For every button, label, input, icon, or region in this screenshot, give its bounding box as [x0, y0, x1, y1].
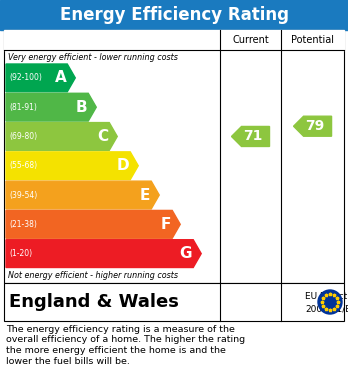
Polygon shape: [294, 116, 332, 136]
Text: C: C: [97, 129, 108, 144]
Text: 71: 71: [243, 129, 262, 143]
Bar: [4, 30, 344, 50]
Text: (81-91): (81-91): [9, 103, 37, 112]
Polygon shape: [6, 210, 180, 238]
Text: F: F: [161, 217, 171, 232]
Polygon shape: [6, 93, 96, 121]
Polygon shape: [6, 152, 138, 179]
Text: (1-20): (1-20): [9, 249, 32, 258]
Text: EU Directive: EU Directive: [305, 292, 348, 301]
Text: D: D: [117, 158, 129, 173]
Circle shape: [318, 290, 342, 314]
Text: 79: 79: [305, 119, 324, 133]
Text: G: G: [180, 246, 192, 261]
Text: (55-68): (55-68): [9, 161, 37, 170]
Text: the more energy efficient the home is and the: the more energy efficient the home is an…: [6, 346, 226, 355]
Bar: [4, 283, 344, 321]
Bar: [4, 30, 344, 283]
Text: E: E: [140, 188, 150, 203]
Text: Energy Efficiency Rating: Energy Efficiency Rating: [60, 6, 288, 24]
Polygon shape: [6, 64, 75, 92]
Polygon shape: [6, 122, 117, 151]
Polygon shape: [231, 126, 269, 147]
Text: A: A: [55, 70, 66, 85]
Text: 2002/91/EC: 2002/91/EC: [305, 304, 348, 313]
Text: The energy efficiency rating is a measure of the: The energy efficiency rating is a measur…: [6, 325, 235, 334]
Text: lower the fuel bills will be.: lower the fuel bills will be.: [6, 357, 130, 366]
Polygon shape: [6, 181, 159, 209]
Text: (69-80): (69-80): [9, 132, 37, 141]
Text: Potential: Potential: [291, 35, 334, 45]
Text: (39-54): (39-54): [9, 190, 37, 199]
Text: (92-100): (92-100): [9, 74, 42, 83]
Text: Not energy efficient - higher running costs: Not energy efficient - higher running co…: [8, 271, 178, 280]
Bar: [0, 0, 348, 30]
Text: England & Wales: England & Wales: [9, 293, 179, 311]
Text: B: B: [76, 100, 87, 115]
Polygon shape: [6, 240, 201, 267]
Text: (21-38): (21-38): [9, 220, 37, 229]
Text: Current: Current: [232, 35, 269, 45]
Text: overall efficiency of a home. The higher the rating: overall efficiency of a home. The higher…: [6, 335, 245, 344]
Text: Very energy efficient - lower running costs: Very energy efficient - lower running co…: [8, 52, 178, 61]
